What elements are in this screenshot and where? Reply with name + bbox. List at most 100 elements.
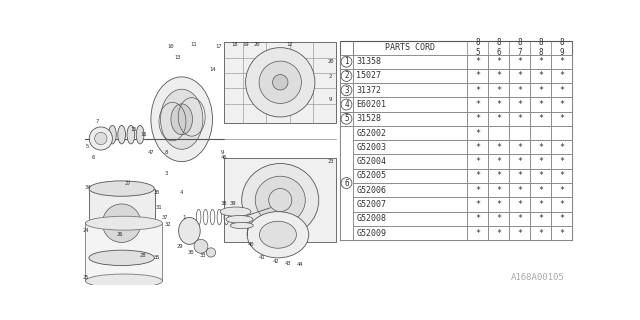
Text: *: * — [517, 71, 522, 81]
Text: 35: 35 — [154, 255, 160, 260]
Text: *: * — [517, 100, 522, 109]
Text: G52008: G52008 — [356, 214, 387, 223]
Text: 15027: 15027 — [356, 71, 381, 81]
Bar — [530, 55, 551, 69]
Bar — [509, 126, 530, 140]
Bar — [488, 112, 509, 126]
Text: 42: 42 — [273, 259, 279, 264]
Bar — [82, 38, 337, 285]
Text: 47: 47 — [148, 150, 154, 155]
Text: 41: 41 — [259, 255, 265, 260]
Circle shape — [95, 132, 107, 145]
Text: *: * — [517, 57, 522, 66]
Text: *: * — [517, 200, 522, 209]
Text: 14: 14 — [209, 67, 216, 72]
Text: *: * — [517, 157, 522, 166]
Bar — [551, 126, 572, 140]
Text: 18: 18 — [232, 42, 238, 47]
Ellipse shape — [151, 77, 212, 162]
Text: 2: 2 — [344, 71, 349, 81]
Ellipse shape — [161, 89, 203, 149]
Bar — [530, 69, 551, 83]
Text: 43: 43 — [285, 261, 291, 266]
Bar — [488, 69, 509, 83]
Ellipse shape — [246, 48, 315, 117]
Text: *: * — [476, 71, 481, 81]
Bar — [509, 112, 530, 126]
Bar — [353, 69, 467, 83]
Text: 40: 40 — [248, 242, 254, 247]
Text: 34: 34 — [84, 185, 91, 189]
Text: *: * — [496, 71, 501, 81]
Bar — [488, 169, 509, 183]
Text: *: * — [538, 100, 543, 109]
Text: 31358: 31358 — [356, 57, 381, 66]
Text: 8
6: 8 6 — [497, 38, 501, 57]
Ellipse shape — [220, 207, 251, 216]
Text: *: * — [517, 214, 522, 223]
Bar — [530, 97, 551, 112]
Ellipse shape — [179, 217, 200, 244]
Text: 6: 6 — [92, 155, 95, 160]
Bar — [353, 126, 467, 140]
Bar — [551, 183, 572, 197]
Bar — [509, 197, 530, 212]
Bar — [340, 69, 353, 83]
Text: 31528: 31528 — [356, 114, 381, 123]
Text: G52006: G52006 — [356, 186, 387, 195]
Text: *: * — [517, 228, 522, 237]
Bar — [340, 97, 353, 112]
Text: 1: 1 — [344, 57, 349, 66]
Bar — [353, 197, 467, 212]
Bar — [551, 197, 572, 212]
Text: *: * — [538, 214, 543, 223]
Bar — [467, 212, 488, 226]
Text: 37: 37 — [161, 214, 168, 220]
Bar — [509, 212, 530, 226]
Text: 30: 30 — [188, 250, 194, 255]
Bar — [467, 155, 488, 169]
Text: 38: 38 — [221, 202, 227, 206]
Text: 10: 10 — [167, 44, 173, 49]
Text: *: * — [517, 186, 522, 195]
Bar — [488, 155, 509, 169]
Text: *: * — [538, 57, 543, 66]
Ellipse shape — [118, 125, 125, 144]
Text: 27: 27 — [125, 181, 131, 186]
Text: 17: 17 — [216, 44, 222, 49]
Text: G52009: G52009 — [356, 228, 387, 237]
Text: 44: 44 — [297, 262, 303, 267]
Text: *: * — [517, 172, 522, 180]
Text: *: * — [476, 143, 481, 152]
Bar — [509, 226, 530, 240]
Bar — [353, 226, 467, 240]
Bar — [509, 97, 530, 112]
Text: *: * — [496, 57, 501, 66]
Bar — [353, 212, 467, 226]
Text: *: * — [476, 214, 481, 223]
Text: 19: 19 — [243, 42, 249, 47]
Text: *: * — [559, 100, 564, 109]
Text: 8
9: 8 9 — [559, 38, 564, 57]
Text: *: * — [559, 143, 564, 152]
Text: 20: 20 — [327, 59, 333, 64]
Text: 31: 31 — [156, 205, 162, 210]
Text: *: * — [496, 114, 501, 123]
Text: *: * — [559, 114, 564, 123]
Text: G52007: G52007 — [356, 200, 387, 209]
Text: 12: 12 — [286, 42, 292, 47]
Text: *: * — [496, 214, 501, 223]
Polygon shape — [224, 158, 336, 243]
Text: *: * — [538, 172, 543, 180]
Text: 25: 25 — [82, 275, 89, 280]
Bar — [467, 83, 488, 97]
Text: *: * — [476, 114, 481, 123]
Text: 39: 39 — [230, 202, 237, 206]
Text: *: * — [476, 172, 481, 180]
Text: *: * — [476, 186, 481, 195]
Ellipse shape — [247, 212, 308, 258]
Text: *: * — [476, 100, 481, 109]
Text: 8
8: 8 8 — [538, 38, 543, 57]
Bar — [467, 112, 488, 126]
Bar — [488, 126, 509, 140]
